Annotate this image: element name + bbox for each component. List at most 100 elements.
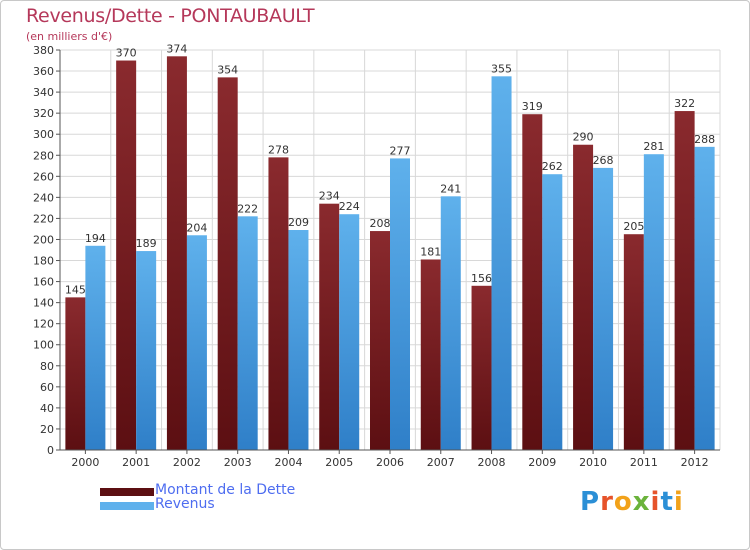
bar-debt-2006 <box>370 231 390 450</box>
y-tick-label: 220 <box>33 212 54 225</box>
x-tick-label-2000: 2000 <box>71 456 99 469</box>
y-tick-label: 280 <box>33 149 54 162</box>
bar-revenue-2012 <box>694 146 715 450</box>
y-tick-label: 200 <box>33 233 54 246</box>
x-tick-label-2007: 2007 <box>427 456 455 469</box>
bar-debt-2000 <box>65 297 86 450</box>
data-label-debt-2007: 181 <box>420 245 441 258</box>
bar-debt-2001 <box>116 60 137 451</box>
bar-debt-2012 <box>674 111 695 450</box>
bar-debt-2002 <box>166 56 187 450</box>
y-tick-label: 100 <box>33 339 54 352</box>
bar-revenue-2007 <box>440 196 461 450</box>
data-label-debt-2002: 374 <box>166 42 187 55</box>
bar-revenue-2010 <box>593 167 614 451</box>
data-label-revenue-2006: 277 <box>390 144 411 157</box>
bar-revenue-2004 <box>288 230 309 450</box>
proxiti-logo: Proxiti <box>580 487 684 517</box>
data-label-revenue-2009: 262 <box>542 160 563 173</box>
data-label-revenue-2007: 241 <box>440 182 461 195</box>
data-label-revenue-2008: 355 <box>491 62 512 75</box>
data-label-revenue-2002: 204 <box>186 221 207 234</box>
x-tick-label-2003: 2003 <box>224 456 252 469</box>
chart-subtitle: (en milliers d'€) <box>26 30 113 43</box>
bar-debt-2008 <box>471 285 492 450</box>
bar-revenue-2000 <box>85 245 106 450</box>
bar-debt-2009 <box>522 114 543 451</box>
legend-label-revenue: Revenus <box>155 496 215 512</box>
bar-revenue-2006 <box>390 158 410 450</box>
data-label-revenue-2003: 222 <box>237 202 258 215</box>
logo-letter: P <box>580 487 601 517</box>
data-label-revenue-2001: 189 <box>136 237 157 250</box>
data-label-debt-2001: 370 <box>116 47 137 60</box>
x-tick-label-2001: 2001 <box>122 456 150 469</box>
data-label-revenue-2012: 288 <box>694 133 715 146</box>
bar-revenue-2009 <box>542 174 563 451</box>
legend-swatch-revenue <box>100 502 154 510</box>
bar-revenue-2003 <box>237 216 258 450</box>
logo-letter: i <box>650 487 661 517</box>
x-tick-label-2002: 2002 <box>173 456 201 469</box>
legend-item-debt: Montant de la Dette <box>100 482 400 499</box>
data-label-debt-2004: 278 <box>268 143 289 156</box>
data-label-debt-2005: 234 <box>319 190 340 203</box>
y-tick-label: 380 <box>33 44 54 57</box>
bar-revenue-2011 <box>643 154 664 451</box>
y-tick-label: 120 <box>33 318 54 331</box>
y-tick-label: 60 <box>40 381 54 394</box>
legend-swatch-debt <box>100 488 154 496</box>
logo-letter: t <box>660 487 674 517</box>
legend: Montant de la Dette Revenus <box>100 482 400 513</box>
logo-letter: r <box>600 487 614 517</box>
y-tick-label: 240 <box>33 191 54 204</box>
y-tick-label: 140 <box>33 297 54 310</box>
y-tick-label: 300 <box>33 128 54 141</box>
x-tick-label-2008: 2008 <box>478 456 506 469</box>
data-label-debt-2010: 290 <box>573 131 594 144</box>
y-tick-label: 40 <box>40 402 54 415</box>
bar-revenue-2005 <box>339 214 360 450</box>
y-tick-label: 340 <box>33 86 54 99</box>
bar-debt-2005 <box>319 203 340 450</box>
x-tick-label-2004: 2004 <box>274 456 302 469</box>
x-tick-label-2006: 2006 <box>376 456 404 469</box>
y-tick-label: 360 <box>33 65 54 78</box>
y-tick-label: 180 <box>33 255 54 268</box>
y-tick-label: 320 <box>33 107 54 120</box>
x-tick-label-2009: 2009 <box>528 456 556 469</box>
data-label-debt-2006: 208 <box>370 217 391 230</box>
data-label-revenue-2005: 224 <box>339 200 360 213</box>
data-label-debt-2011: 205 <box>623 220 644 233</box>
bar-debt-2007 <box>420 259 441 450</box>
y-tick-label: 80 <box>40 360 54 373</box>
x-tick-label-2010: 2010 <box>579 456 607 469</box>
bar-debt-2003 <box>217 77 238 451</box>
x-tick-label-2011: 2011 <box>630 456 658 469</box>
logo-letter: x <box>632 487 651 517</box>
x-tick-label-2005: 2005 <box>325 456 353 469</box>
data-label-revenue-2004: 209 <box>288 216 309 229</box>
data-label-debt-2000: 145 <box>65 283 86 296</box>
y-tick-label: 160 <box>33 276 54 289</box>
logo-letter: i <box>673 487 684 517</box>
data-label-debt-2003: 354 <box>217 63 238 76</box>
logo-letter: o <box>613 487 633 517</box>
y-tick-label: 260 <box>33 170 54 183</box>
bar-revenue-2008 <box>491 76 512 450</box>
chart-title: Revenus/Dette - PONTAUBAULT <box>26 5 315 27</box>
bar-debt-2011 <box>623 234 644 450</box>
bar-debt-2004 <box>268 157 289 451</box>
y-tick-label: 20 <box>40 423 54 436</box>
bar-revenue-2001 <box>136 251 157 450</box>
data-label-revenue-2010: 268 <box>593 154 614 167</box>
data-label-debt-2012: 322 <box>674 97 695 110</box>
data-label-revenue-2011: 281 <box>643 140 664 153</box>
x-tick-label-2012: 2012 <box>681 456 709 469</box>
data-label-revenue-2000: 194 <box>85 232 106 245</box>
legend-label-debt: Montant de la Dette <box>155 482 296 498</box>
y-tick-label: 0 <box>47 444 54 457</box>
bar-debt-2010 <box>573 144 594 450</box>
data-label-debt-2009: 319 <box>522 100 543 113</box>
